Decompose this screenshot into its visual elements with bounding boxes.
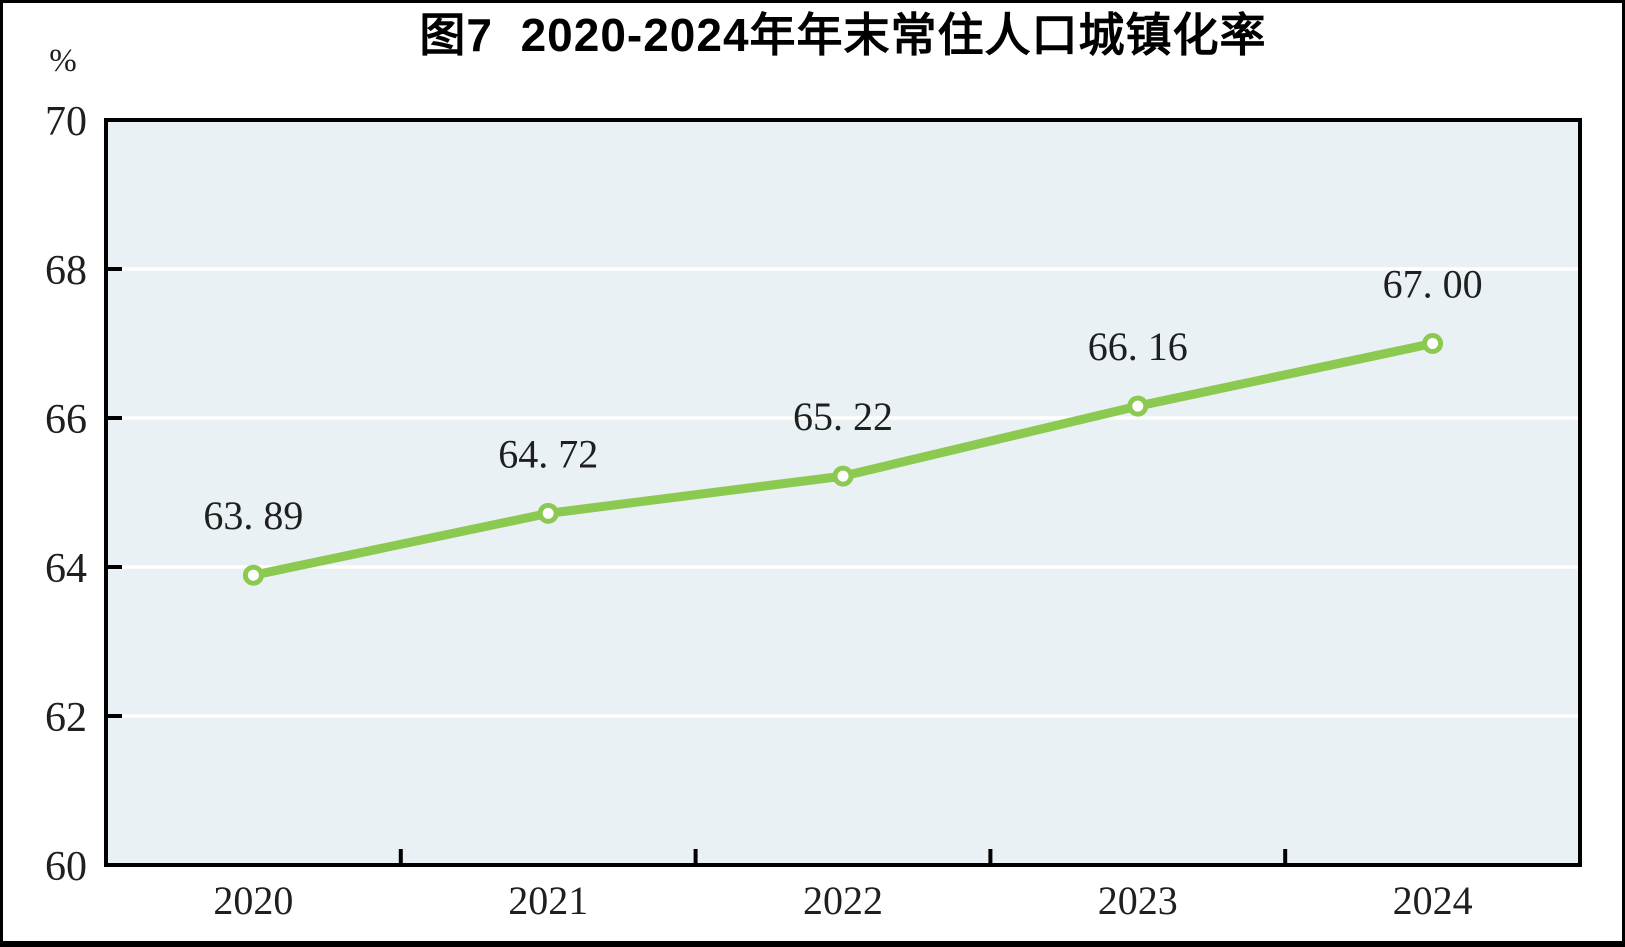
plot-area: [106, 120, 1580, 865]
x-tick-label-2021: 2021: [508, 878, 588, 923]
data-label-2023: 66. 16: [1088, 324, 1188, 369]
y-tick-label-60: 60: [45, 844, 87, 890]
x-tick-label-2024: 2024: [1393, 878, 1473, 923]
data-label-2024: 67. 00: [1383, 262, 1483, 307]
y-tick-label-68: 68: [45, 248, 87, 294]
data-label-2022: 65. 22: [793, 394, 893, 439]
y-axis-unit-label: %: [49, 43, 77, 79]
line-chart: 63. 89 64. 72 65. 22 66. 16 67. 00 70 68 66 64 62…: [45, 99, 1582, 923]
x-tick-label-2020: 2020: [213, 878, 293, 923]
y-tick-label-70: 70: [45, 99, 87, 145]
data-point-2020: [242, 564, 264, 586]
plot-frame: [104, 118, 1582, 867]
y-tick-label-66: 66: [45, 397, 87, 443]
data-label-2020: 63. 89: [203, 493, 303, 538]
data-point-2024: [1422, 333, 1444, 354]
data-label-2021: 64. 72: [498, 431, 598, 476]
chart-title: 图7 2020-2024年年末常住人口城镇化率: [419, 9, 1267, 61]
data-point-2023: [1127, 395, 1149, 417]
data-point-2021: [537, 502, 559, 524]
data-point-2022: [832, 465, 854, 487]
x-tick-label-2023: 2023: [1098, 878, 1178, 923]
x-tick-label-2022: 2022: [803, 878, 883, 923]
y-tick-label-64: 64: [45, 546, 87, 592]
y-tick-label-62: 62: [45, 695, 87, 741]
